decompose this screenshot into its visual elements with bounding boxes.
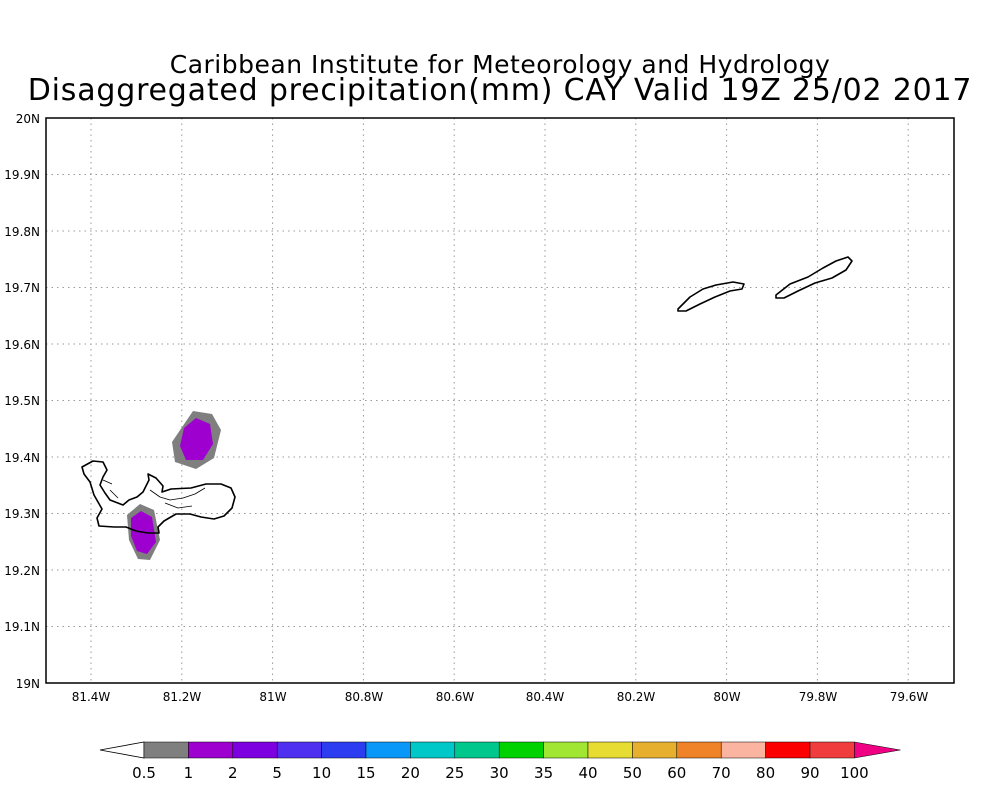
lon-label: 79.6W (890, 690, 929, 704)
plot-frame (45, 117, 955, 684)
legend-label: 2 (228, 764, 238, 782)
lat-label: 19.9N (4, 168, 40, 182)
legend-label: 30 (490, 764, 509, 782)
lon-label: 81.4W (72, 690, 111, 704)
legend-label: 40 (578, 764, 597, 782)
legend-swatch (632, 741, 678, 759)
legend-swatch (454, 741, 500, 759)
lat-label: 19.4N (4, 451, 40, 465)
legend-label: 0.5 (132, 764, 156, 782)
legend-swatch-lower (99, 741, 145, 759)
lon-label: 80.2W (617, 690, 656, 704)
precip-north-inner (180, 418, 213, 460)
lat-label: 19.8N (4, 225, 40, 239)
legend-label: 50 (623, 764, 642, 782)
legend-label: 15 (356, 764, 375, 782)
lat-label: 19N (16, 677, 40, 691)
legend-swatch (498, 741, 544, 759)
legend-swatch (720, 741, 766, 759)
legend-swatch (321, 741, 367, 759)
legend-label: 35 (534, 764, 553, 782)
chart-title-institute: Caribbean Institute for Meteorology and … (169, 50, 831, 79)
legend-label: 70 (712, 764, 731, 782)
legend-swatch (765, 741, 811, 759)
legend-label: 100 (840, 764, 869, 782)
legend-label: 10 (312, 764, 331, 782)
legend-swatch (587, 741, 633, 759)
legend-swatch (410, 741, 456, 759)
color-legend: 0.5 1 2 5 10 15 20 25 30 35 40 50 60 70 80 90 100 (99, 741, 901, 782)
lat-label: 19.2N (4, 564, 40, 578)
legend-swatch (276, 741, 322, 759)
lat-labels: 20N 19.9N 19.8N 19.7N 19.6N 19.5N 19.4N … (4, 112, 40, 691)
precipitation-cells (127, 411, 221, 560)
lat-label: 19.6N (4, 338, 40, 352)
chart-title-product: Disaggregated precipitation(mm) CAY Vali… (27, 73, 973, 108)
legend-label: 20 (401, 764, 420, 782)
lon-label: 80W (713, 690, 740, 704)
lon-labels: 81.4W 81.2W 81W 80.8W 80.6W 80.4W 80.2W … (72, 690, 929, 704)
grand-cayman-coastline (81, 460, 236, 534)
legend-swatch (143, 741, 189, 759)
grid-lines (46, 118, 954, 683)
lon-label: 80.8W (345, 690, 384, 704)
legend-swatch-upper (854, 741, 901, 759)
legend-swatch (365, 741, 411, 759)
little-cayman-coastline (677, 281, 745, 312)
legend-swatch (809, 741, 855, 759)
legend-label: 80 (756, 764, 775, 782)
lat-label: 19.7N (4, 281, 40, 295)
lat-label: 20N (16, 112, 40, 126)
legend-label: 5 (272, 764, 282, 782)
cayman-brac-coastline (775, 256, 853, 299)
lon-label: 80.6W (436, 690, 475, 704)
legend-label: 60 (667, 764, 686, 782)
lat-label: 19.5N (4, 394, 40, 408)
grand-cayman-north-sound (102, 479, 206, 509)
legend-swatch (188, 741, 234, 759)
legend-swatch (676, 741, 722, 759)
legend-swatch (543, 741, 589, 759)
coastlines (81, 256, 853, 534)
lat-label: 19.1N (4, 620, 40, 634)
lon-label: 79.8W (799, 690, 838, 704)
legend-swatch (232, 741, 278, 759)
lat-label: 19.3N (4, 507, 40, 521)
legend-label: 1 (184, 764, 194, 782)
lon-label: 81.2W (163, 690, 202, 704)
legend-label: 25 (445, 764, 464, 782)
lon-label: 81W (259, 690, 286, 704)
lon-label: 80.4W (526, 690, 565, 704)
legend-label: 90 (800, 764, 819, 782)
